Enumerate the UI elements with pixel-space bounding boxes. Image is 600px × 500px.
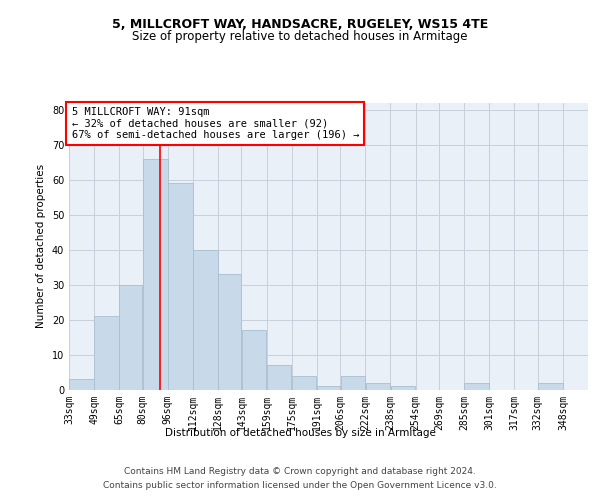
Text: Distribution of detached houses by size in Armitage: Distribution of detached houses by size …	[164, 428, 436, 438]
Bar	[143, 158, 167, 390]
Bar	[168, 183, 193, 390]
Bar	[317, 386, 340, 390]
Text: Contains public sector information licensed under the Open Government Licence v3: Contains public sector information licen…	[103, 480, 497, 490]
Text: 5 MILLCROFT WAY: 91sqm
← 32% of detached houses are smaller (92)
67% of semi-det: 5 MILLCROFT WAY: 91sqm ← 32% of detached…	[71, 107, 359, 140]
Text: 5, MILLCROFT WAY, HANDSACRE, RUGELEY, WS15 4TE: 5, MILLCROFT WAY, HANDSACRE, RUGELEY, WS…	[112, 18, 488, 30]
Bar	[218, 274, 241, 390]
Bar	[391, 386, 415, 390]
Bar	[119, 285, 142, 390]
Bar	[341, 376, 365, 390]
Text: Size of property relative to detached houses in Armitage: Size of property relative to detached ho…	[132, 30, 468, 43]
Bar	[69, 380, 94, 390]
Y-axis label: Number of detached properties: Number of detached properties	[36, 164, 46, 328]
Bar	[365, 383, 390, 390]
Bar	[94, 316, 119, 390]
Bar	[267, 366, 292, 390]
Text: Contains HM Land Registry data © Crown copyright and database right 2024.: Contains HM Land Registry data © Crown c…	[124, 466, 476, 475]
Bar	[193, 250, 218, 390]
Bar	[464, 383, 489, 390]
Bar	[242, 330, 266, 390]
Bar	[292, 376, 316, 390]
Bar	[538, 383, 563, 390]
